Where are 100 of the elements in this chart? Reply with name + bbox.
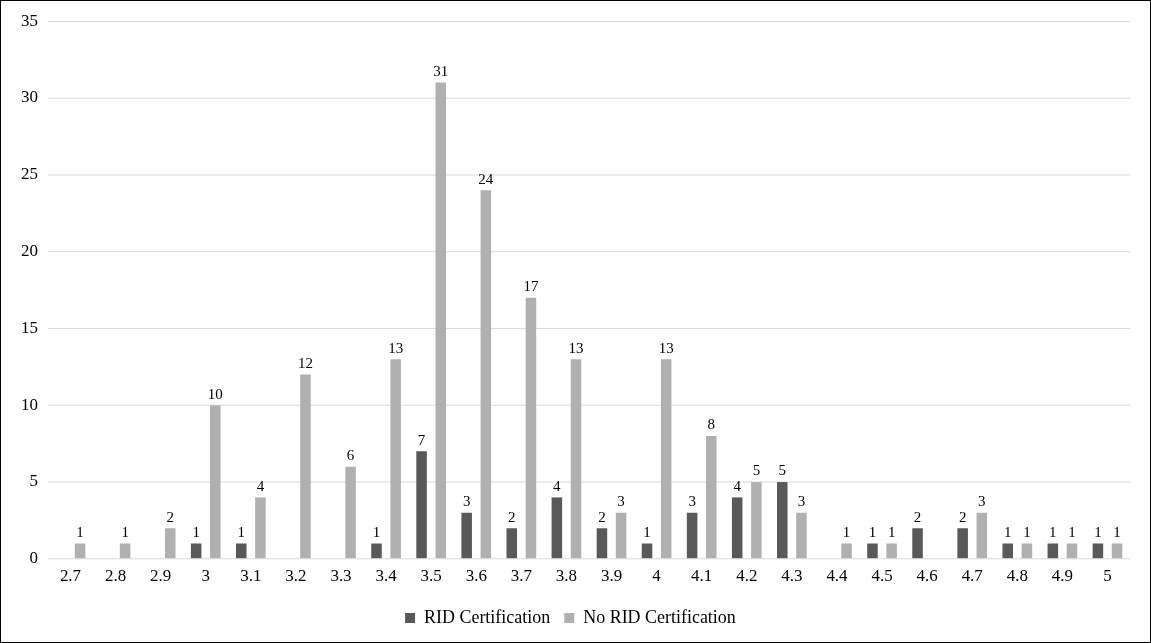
x-tick-label: 3 bbox=[201, 566, 210, 586]
bar bbox=[615, 512, 627, 559]
y-tick-label: 35 bbox=[20, 10, 38, 30]
data-label: 5 bbox=[752, 462, 761, 479]
data-label: 1 bbox=[1094, 523, 1102, 540]
data-label: 12 bbox=[298, 354, 313, 371]
data-label: 1 bbox=[76, 523, 84, 540]
data-label: 3 bbox=[797, 493, 806, 510]
data-label: 8 bbox=[707, 416, 716, 433]
x-tick-label: 3.6 bbox=[465, 566, 487, 586]
bar bbox=[190, 543, 202, 559]
x-tick-label: 3.7 bbox=[510, 566, 532, 586]
data-label: 1 bbox=[842, 523, 851, 540]
data-label: 24 bbox=[478, 170, 494, 187]
bar bbox=[886, 543, 897, 559]
data-label: 1 bbox=[192, 523, 200, 540]
x-tick-label: 4.9 bbox=[1051, 566, 1073, 586]
y-tick-label: 0 bbox=[29, 548, 38, 568]
bar bbox=[777, 482, 788, 559]
bar bbox=[957, 528, 968, 559]
data-label: 2 bbox=[913, 508, 922, 525]
x-tick-label: 4.2 bbox=[736, 566, 758, 586]
data-label: 4 bbox=[553, 477, 562, 494]
bar bbox=[255, 497, 266, 559]
bar bbox=[751, 482, 762, 559]
bar bbox=[867, 543, 878, 559]
bar bbox=[345, 466, 356, 559]
data-label: 1 bbox=[868, 523, 877, 540]
x-tick-label: 4.6 bbox=[916, 566, 938, 586]
legend-label: RID Certification bbox=[424, 606, 551, 627]
data-label: 5 bbox=[778, 462, 787, 479]
x-tick-label: 2.8 bbox=[104, 566, 127, 586]
data-label: 1 bbox=[121, 523, 129, 540]
bar bbox=[686, 512, 698, 559]
data-label: 1 bbox=[372, 523, 381, 540]
x-tick-label: 4.5 bbox=[871, 566, 893, 586]
bar bbox=[390, 359, 401, 559]
x-tick-label: 4 bbox=[652, 566, 662, 586]
x-tick-label: 2.7 bbox=[59, 566, 82, 586]
bar bbox=[1092, 543, 1104, 559]
bar bbox=[74, 543, 86, 559]
bar bbox=[525, 297, 537, 559]
bar bbox=[976, 512, 988, 559]
bar bbox=[210, 405, 221, 559]
x-tick-label: 4.3 bbox=[781, 566, 803, 586]
data-label: 2 bbox=[958, 508, 967, 525]
bar bbox=[435, 82, 447, 559]
data-label: 10 bbox=[207, 385, 223, 402]
y-tick-label: 30 bbox=[20, 87, 38, 107]
bar bbox=[371, 543, 382, 559]
bar bbox=[912, 528, 923, 559]
data-label: 1 bbox=[1049, 523, 1057, 540]
bar bbox=[164, 528, 176, 559]
x-tick-label: 3.1 bbox=[240, 566, 262, 586]
bar bbox=[641, 543, 653, 559]
bar bbox=[416, 451, 427, 559]
x-tick-label: 3.5 bbox=[420, 566, 442, 586]
data-label: 1 bbox=[1068, 523, 1076, 540]
bar bbox=[596, 528, 608, 559]
bar bbox=[551, 497, 563, 559]
data-label: 1 bbox=[1003, 523, 1012, 540]
data-label: 2 bbox=[508, 508, 516, 525]
x-tick-label: 3.8 bbox=[555, 566, 578, 586]
data-label: 1 bbox=[643, 523, 651, 540]
bar bbox=[570, 359, 582, 559]
data-label: 3 bbox=[978, 493, 986, 510]
data-label: 17 bbox=[523, 278, 539, 295]
x-tick-label: 5 bbox=[1103, 566, 1112, 586]
bar bbox=[1066, 543, 1078, 559]
data-label: 3 bbox=[688, 493, 696, 510]
data-label: 3 bbox=[617, 493, 625, 510]
x-tick-label: 2.9 bbox=[150, 566, 172, 586]
bar bbox=[1047, 543, 1059, 559]
bar bbox=[235, 543, 247, 559]
data-label: 2 bbox=[166, 508, 174, 525]
bar bbox=[796, 512, 807, 559]
bar bbox=[841, 543, 852, 559]
x-tick-label: 4.4 bbox=[826, 566, 849, 586]
x-tick-label: 4.7 bbox=[961, 566, 983, 586]
bar bbox=[660, 359, 672, 559]
y-tick-label: 5 bbox=[29, 471, 38, 491]
data-label: 4 bbox=[256, 477, 265, 494]
bar bbox=[506, 528, 518, 559]
data-label: 13 bbox=[568, 339, 584, 356]
bar bbox=[480, 190, 492, 559]
bar bbox=[1111, 543, 1123, 559]
bar bbox=[706, 435, 717, 559]
bar bbox=[300, 374, 311, 559]
bar bbox=[119, 543, 131, 559]
data-label: 2 bbox=[598, 508, 606, 525]
data-label: 31 bbox=[433, 63, 449, 80]
data-label: 13 bbox=[388, 339, 404, 356]
bar bbox=[731, 497, 743, 559]
data-label: 6 bbox=[346, 447, 355, 464]
y-tick-label: 15 bbox=[20, 317, 38, 337]
data-label: 1 bbox=[1113, 523, 1121, 540]
bar bbox=[461, 512, 472, 559]
data-label: 1 bbox=[237, 523, 245, 540]
x-tick-label: 4.1 bbox=[691, 566, 713, 586]
y-tick-label: 20 bbox=[20, 241, 38, 261]
